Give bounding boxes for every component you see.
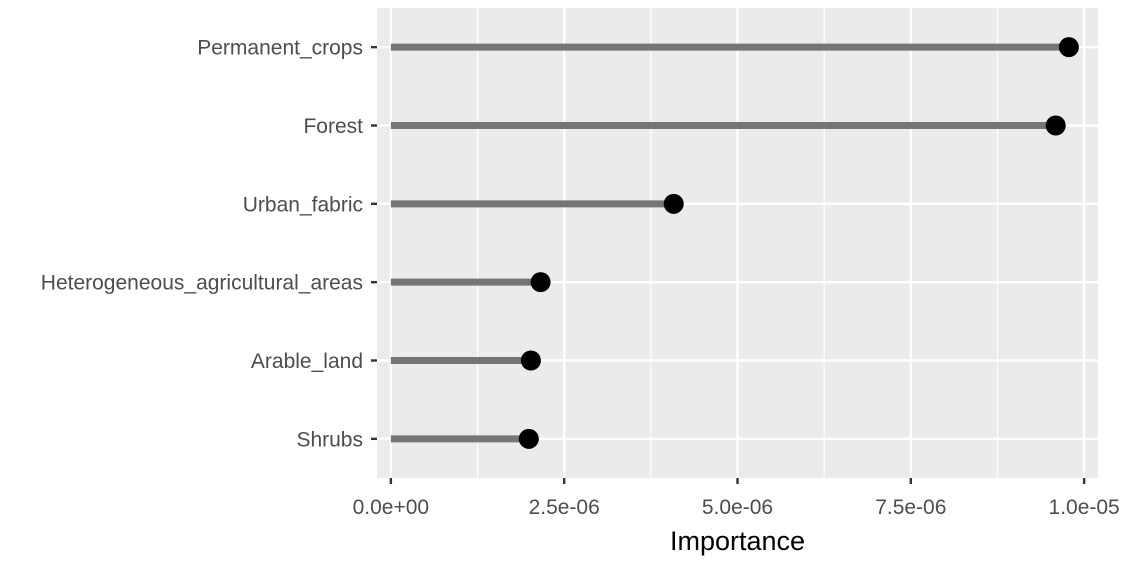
y-tick-label: Heterogeneous_agricultural_areas bbox=[41, 272, 363, 295]
y-tick-label: Shrubs bbox=[296, 428, 363, 451]
y-tick-label: Permanent_crops bbox=[197, 37, 363, 60]
y-tick-label: Urban_fabric bbox=[243, 193, 363, 216]
lollipop-point bbox=[663, 193, 684, 214]
lollipop-point bbox=[1045, 115, 1066, 136]
x-tick-label: 0.0e+00 bbox=[353, 496, 430, 519]
x-tick-label: 7.5e-06 bbox=[875, 496, 946, 519]
lollipop-point bbox=[518, 428, 539, 449]
minor-gridlines bbox=[476, 8, 999, 478]
lollipop-point bbox=[520, 350, 541, 371]
x-tick-label: 2.5e-06 bbox=[529, 496, 600, 519]
stems bbox=[390, 43, 1069, 443]
y-tick-label: Forest bbox=[303, 115, 363, 138]
x-axis-title: Importance bbox=[670, 526, 805, 556]
y-axis: Permanent_crops Forest Urban_fabric Heterog… bbox=[41, 37, 377, 451]
lollipop-point bbox=[530, 272, 551, 293]
x-axis: 0.0e+00 2.5e-06 5.0e-06 7.5e-06 1.0e-05 bbox=[353, 478, 1120, 519]
x-tick-label: 1.0e-05 bbox=[1049, 496, 1120, 519]
x-tick-label: 5.0e-06 bbox=[702, 496, 773, 519]
y-tick-label: Arable_land bbox=[251, 350, 363, 373]
points bbox=[518, 37, 1079, 449]
lollipop-point bbox=[1058, 37, 1079, 58]
